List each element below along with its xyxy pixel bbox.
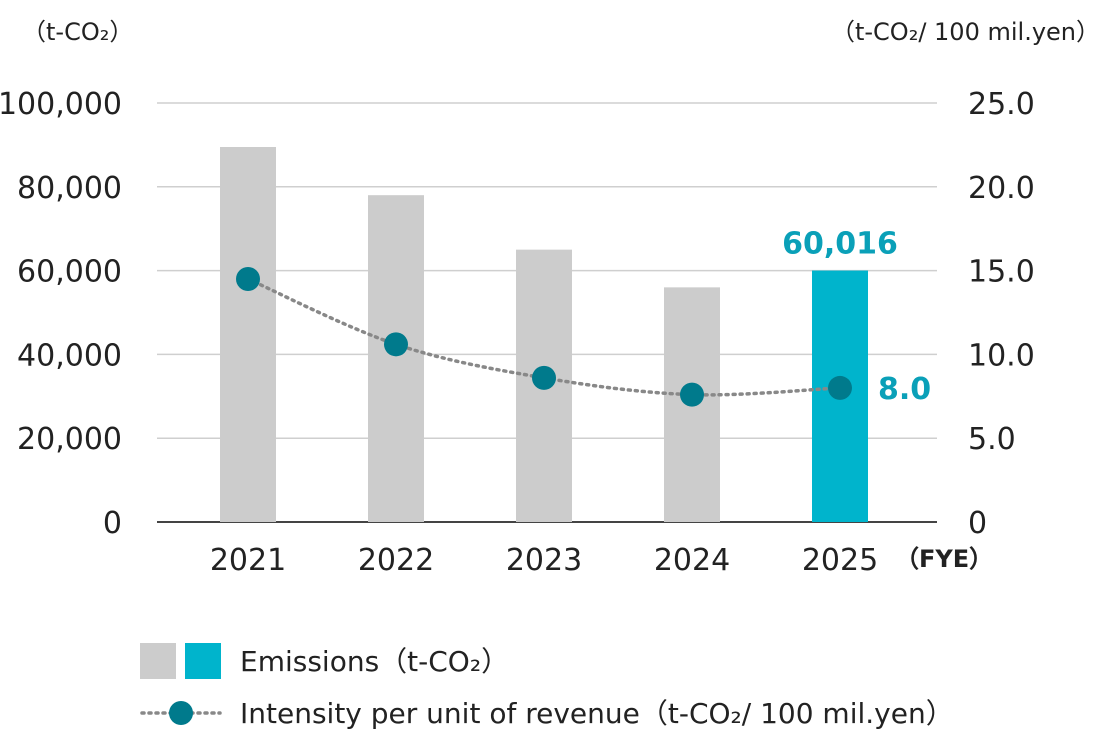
right-axis-tick-label: 5.0 (968, 422, 1016, 457)
legend: Emissions（t-CO₂） Intensity per unit of re… (140, 643, 954, 730)
intensity-point-2024 (680, 382, 704, 407)
right-axis-tick-label: 15.0 (968, 255, 1035, 290)
intensity-point-2025 (828, 375, 852, 400)
left-axis-tick-label: 60,000 (17, 255, 122, 290)
bar-2021 (220, 146, 276, 522)
line-series: 8.0 (236, 266, 931, 407)
left-axis-tick-label: 100,000 (0, 87, 122, 122)
intensity-point-2021 (236, 266, 260, 291)
legend-swatch-highlight (185, 643, 221, 679)
x-axis-tick-label: 2022 (358, 543, 434, 578)
bar-series: 60,016 (220, 146, 898, 522)
right-axis-tick-label: 10.0 (968, 338, 1035, 373)
right-axis-tick-label: 0 (968, 506, 987, 541)
axis-ticks: 0 20,000 40,000 60,000 80,000 100,000 0 5.0 10.0… (0, 87, 1035, 578)
right-axis-tick-label: 25.0 (968, 87, 1035, 122)
legend-marker (169, 701, 193, 725)
left-axis-unit-label: （t-CO₂） (22, 18, 133, 46)
intensity-point-2022 (384, 332, 408, 357)
intensity-point-2023 (532, 365, 556, 390)
right-axis-tick-label: 20.0 (968, 171, 1035, 206)
x-axis-tick-label: 2021 (210, 543, 286, 578)
legend-label-intensity: Intensity per unit of revenue（t-CO₂/ 100… (240, 697, 954, 730)
x-axis-tick-label: 2025 (802, 543, 878, 578)
left-axis-tick-label: 0 (103, 506, 122, 541)
x-axis-tick-label: 2024 (654, 543, 730, 578)
legend-swatch-gray (140, 643, 176, 679)
right-axis-unit-label: （t-CO₂/ 100 mil.yen） (831, 18, 1100, 46)
line-data-label: 8.0 (878, 372, 931, 407)
bar-2022 (368, 195, 424, 522)
left-axis-tick-label: 80,000 (17, 171, 122, 206)
legend-label-emissions: Emissions（t-CO₂） (240, 645, 509, 678)
left-axis-tick-label: 40,000 (17, 338, 122, 373)
bar-data-label: 60,016 (782, 227, 898, 262)
left-axis-tick-label: 20,000 (17, 422, 122, 457)
x-axis-tick-label: 2023 (506, 543, 582, 578)
x-axis-unit-label: （FYE） (895, 545, 993, 573)
